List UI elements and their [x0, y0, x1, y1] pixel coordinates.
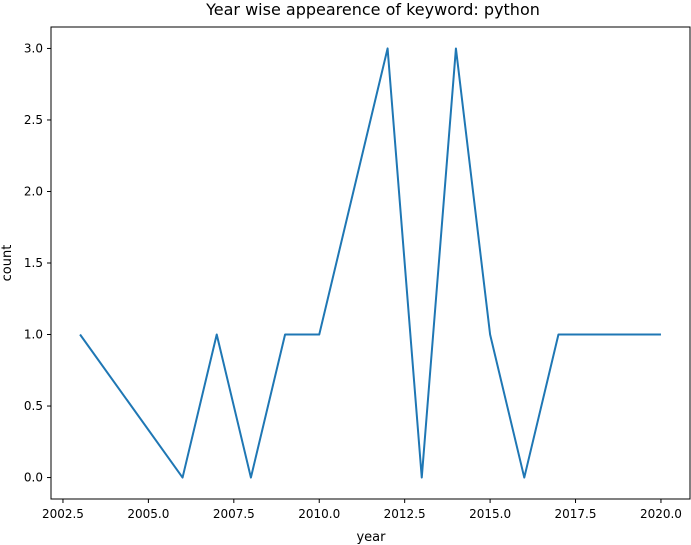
- x-tick-label: 2005.0: [127, 507, 169, 521]
- y-tick-label: 0.0: [24, 471, 43, 485]
- x-tick-label: 2010.0: [298, 507, 340, 521]
- y-tick-label: 3.0: [24, 41, 43, 55]
- y-axis: 0.0 0.5 1.0 1.5 2.0 2.5 3.0: [24, 41, 51, 485]
- chart-title: Year wise appearence of keyword: python: [205, 0, 540, 19]
- y-tick-label: 2.5: [24, 113, 43, 127]
- series-line-python: [79, 47, 661, 479]
- x-tick-label: 2017.5: [555, 507, 597, 521]
- y-tick-label: 0.5: [24, 399, 43, 413]
- y-tick-label: 1.5: [24, 256, 43, 270]
- x-tick-label: 2020.0: [640, 507, 682, 521]
- x-tick-label: 2012.5: [384, 507, 426, 521]
- x-axis-label: year: [356, 530, 386, 545]
- x-tick-label: 2015.0: [469, 507, 511, 521]
- x-tick-label: 2007.5: [213, 507, 255, 521]
- x-axis: 2002.5 2005.0 2007.5 2010.0 2012.5 2015.0 2017…: [42, 499, 682, 521]
- x-tick-label: 2002.5: [42, 507, 84, 521]
- y-tick-label: 2.0: [24, 184, 43, 198]
- y-tick-label: 1.0: [24, 328, 43, 342]
- y-axis-label: count: [0, 245, 15, 282]
